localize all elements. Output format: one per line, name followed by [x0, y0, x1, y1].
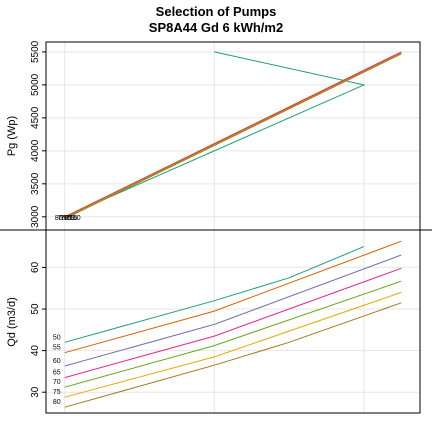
series-line-65 — [64, 267, 402, 379]
y-tick-label: 30 — [30, 386, 41, 398]
y-tick-label: 4500 — [30, 106, 41, 129]
top-point-label: 50 — [73, 215, 81, 222]
chart-subtitle: SP8A44 Gd 6 kWh/m2 — [149, 20, 283, 35]
top-y-axis-label: Pg (Wp) — [6, 116, 18, 156]
plot-frame — [45, 41, 421, 414]
y-tick-label: 50 — [30, 303, 41, 315]
series-line-0 — [64, 51, 366, 218]
y-tick-label: 40 — [30, 345, 41, 357]
top-point-label: 70 — [61, 215, 69, 222]
y-tick-label: 3000 — [30, 205, 41, 228]
bottom-y-ticks: 30 40 50 60 — [30, 261, 46, 398]
series-line-80 — [64, 302, 402, 408]
top-series-group — [64, 51, 402, 220]
series-line-70 — [64, 280, 402, 388]
series-line-6 — [64, 53, 402, 220]
top-point-label: 80 — [55, 215, 63, 222]
top-point-label: 60 — [67, 215, 75, 222]
top-point-label: 55 — [70, 215, 78, 222]
series-label: 75 — [53, 389, 61, 396]
top-y-ticks: 3000 3500 4000 4500 5000 5500 — [30, 40, 46, 228]
series-line-50 — [64, 246, 365, 343]
top-gridlines — [46, 42, 420, 230]
series-label: 65 — [53, 370, 61, 377]
y-tick-label: 3500 — [30, 172, 41, 195]
series-label: 70 — [53, 379, 61, 386]
top-point-label: 65 — [64, 215, 72, 222]
bottom-y-axis-label: Qd (m3/d) — [6, 297, 18, 347]
series-label: 55 — [53, 345, 61, 352]
y-tick-label: 4000 — [30, 139, 41, 162]
series-label: 80 — [53, 399, 61, 406]
bottom-gridlines — [46, 230, 420, 413]
bottom-series-labels: 50 55 60 65 70 75 80 — [53, 334, 61, 406]
series-line-55 — [64, 240, 402, 354]
series-label: 50 — [53, 334, 61, 341]
top-point-label: 75 — [58, 215, 66, 222]
y-tick-label: 5000 — [30, 73, 41, 96]
series-line-60 — [64, 254, 402, 367]
chart-title: Selection of Pumps — [156, 4, 277, 19]
series-line-75 — [64, 291, 402, 398]
y-tick-label: 5500 — [30, 40, 41, 63]
bottom-series-group — [64, 240, 402, 408]
y-tick-label: 60 — [30, 261, 41, 273]
series-label: 60 — [53, 358, 61, 365]
